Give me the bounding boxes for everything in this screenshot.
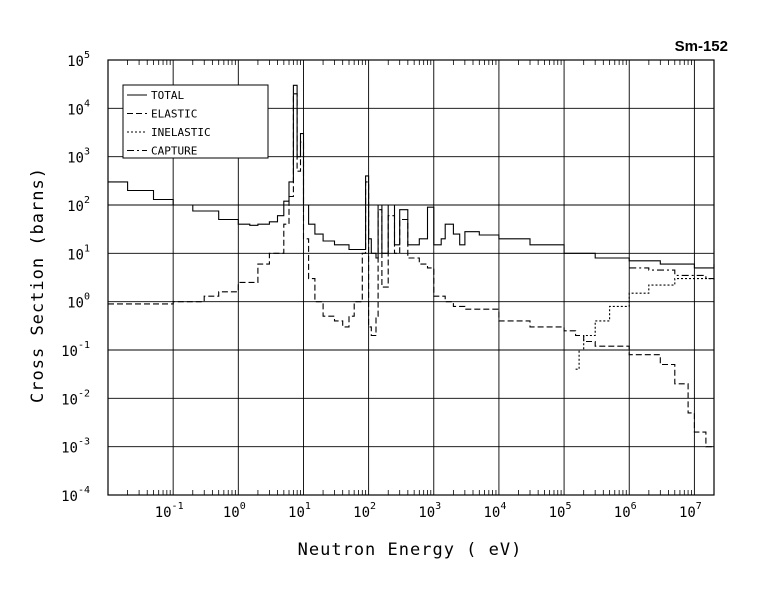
series-total-line <box>108 84 715 269</box>
legend: TOTAL ELASTIC INELASTIC CAPTURE <box>122 84 269 159</box>
x-tick-label: 105 <box>549 501 572 521</box>
legend-label: ELASTIC <box>151 108 197 121</box>
series-capture-line <box>629 267 715 283</box>
series-layer <box>108 84 715 448</box>
legend-label: TOTAL <box>151 89 184 102</box>
x-tick-label: 104 <box>483 501 506 521</box>
x-tick-label: 101 <box>288 501 311 521</box>
plot-frame <box>107 59 715 496</box>
chart-title: Sm-152 <box>674 38 728 55</box>
x-tick-label: 103 <box>418 501 441 521</box>
series-inelastic-line <box>575 278 714 370</box>
x-axis-label: Neutron Energy ( eV) <box>297 540 523 560</box>
y-axis-label: Cross Section (barns) <box>28 167 48 403</box>
x-tick-label: 102 <box>353 501 376 521</box>
legend-label: CAPTURE <box>151 145 197 158</box>
y-tick-label: 104 <box>67 98 90 118</box>
y-tick-label: 102 <box>67 195 90 215</box>
x-tick-label: 106 <box>614 501 637 521</box>
y-tick-label: 10-2 <box>61 388 90 408</box>
legend-label: INELASTIC <box>151 126 211 139</box>
x-tick-label: 107 <box>679 501 702 521</box>
y-tick-label: 10-1 <box>61 340 90 360</box>
y-tick-label: 10-4 <box>61 485 90 505</box>
y-tick-label: 100 <box>67 292 90 312</box>
y-tick-label: 103 <box>67 147 90 167</box>
x-tick-labels: 10-1 100 101 102 103 104 105 106 107 <box>155 501 702 521</box>
y-tick-label: 101 <box>67 243 90 263</box>
y-tick-label: 10-3 <box>61 437 90 457</box>
y-tick-label: 105 <box>67 50 90 70</box>
x-tick-label: 10-1 <box>155 501 184 521</box>
x-tick-label: 100 <box>223 501 246 521</box>
y-tick-labels: 105 104 103 102 101 100 10-1 10-2 10-3 10-4 <box>61 50 90 505</box>
legend-box <box>122 84 269 159</box>
